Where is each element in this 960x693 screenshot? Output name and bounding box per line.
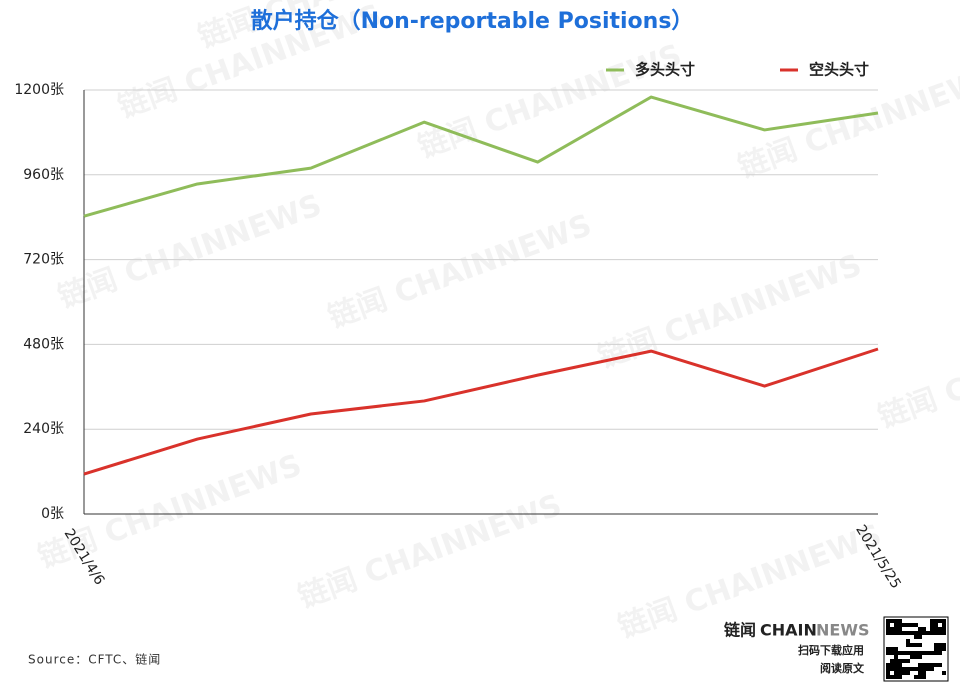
- y-tick-label: 480张: [23, 336, 64, 352]
- watermark: 链闻 CHAINNEWS: [294, 488, 567, 616]
- brand-latin: CHAIN: [760, 621, 817, 640]
- y-tick-label: 1200张: [14, 82, 64, 98]
- y-tick-label: 720张: [23, 252, 64, 268]
- qr-code: [883, 616, 949, 682]
- brand-line2: 阅读原文: [820, 661, 865, 675]
- legend-label: 空头头寸: [809, 61, 869, 79]
- watermark: 链闻 CHAINNEWS: [874, 308, 960, 436]
- watermark: 链闻 CHAINNEWS: [54, 188, 327, 316]
- brand-line1: 扫码下载应用: [798, 643, 864, 657]
- brand-name: 链闻: [724, 621, 756, 640]
- series-line: [83, 95, 879, 218]
- watermark: 链闻 CHAINNEWS: [324, 208, 597, 336]
- series-line: [83, 347, 879, 476]
- brand-latin2: NEWS: [816, 621, 870, 640]
- y-tick-label: 240张: [23, 421, 64, 437]
- source: Source：CFTC、链闻: [28, 652, 161, 667]
- y-tick-label: 0张: [41, 506, 64, 522]
- y-tick-label: 960张: [23, 167, 64, 183]
- chart-title: 散户持仓（Non-reportable Positions）: [251, 8, 694, 34]
- legend-label: 多头头寸: [635, 61, 695, 79]
- watermark: 链闻 CHAINNEWS: [594, 248, 867, 376]
